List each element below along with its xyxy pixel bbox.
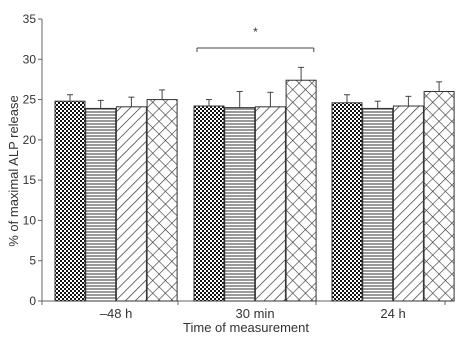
y-tick-label: 0 — [29, 294, 36, 308]
bar — [392, 105, 424, 302]
bar — [224, 107, 256, 302]
y-tick-label: 25 — [23, 93, 37, 107]
bar — [285, 79, 317, 302]
significance-marker: * — [253, 25, 258, 39]
x-tick-label: 24 h — [380, 306, 405, 321]
y-axis: 0 5 10 15 20 25 30 35 — [23, 12, 43, 308]
y-tick-label: 5 — [29, 254, 36, 268]
bar — [85, 107, 117, 302]
bar — [362, 107, 394, 302]
bar — [115, 106, 147, 302]
bar — [331, 102, 363, 302]
y-tick-label: 15 — [23, 173, 37, 187]
bar — [254, 106, 286, 302]
x-tick-label: –48 h — [100, 306, 133, 321]
y-tick-label: 10 — [23, 213, 37, 227]
y-axis-title: % of maximal ALP release — [6, 95, 21, 247]
y-tick-label: 20 — [23, 133, 37, 147]
y-tick-label: 35 — [23, 12, 37, 26]
bar — [54, 100, 86, 302]
bar — [193, 105, 225, 302]
significance-bracket: * — [196, 25, 315, 52]
bar — [423, 91, 455, 302]
x-axis-title: Time of measurement — [183, 320, 309, 335]
error-bars — [67, 66, 443, 109]
x-axis: –48 h 30 min 24 h — [41, 300, 446, 321]
y-tick-label: 30 — [23, 52, 37, 66]
bar — [146, 99, 178, 302]
x-tick-label: 30 min — [236, 306, 275, 321]
bars — [54, 79, 455, 302]
